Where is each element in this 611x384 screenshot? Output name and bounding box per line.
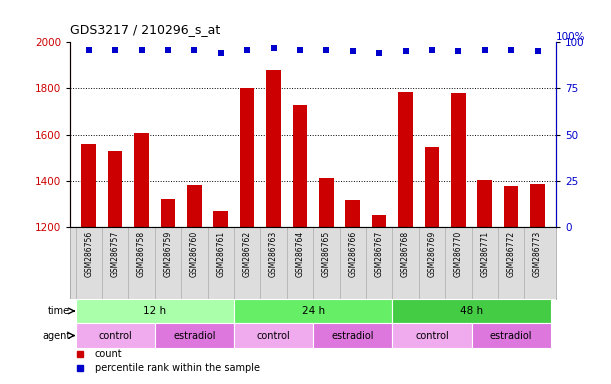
Text: GSM286765: GSM286765 [322,230,331,277]
Text: GSM286761: GSM286761 [216,230,225,276]
Text: GSM286762: GSM286762 [243,230,252,276]
Bar [345,200,360,227]
Bar [266,70,281,227]
Text: agent: agent [42,331,70,341]
Point [453,48,463,55]
Bar [477,180,492,227]
Text: GSM286768: GSM286768 [401,230,410,276]
Text: GSM286766: GSM286766 [348,230,357,277]
Text: GSM286757: GSM286757 [111,230,120,277]
Point [163,46,173,53]
Point [321,46,331,53]
Point [84,46,93,53]
Text: 100%: 100% [556,32,585,42]
Text: 48 h: 48 h [460,306,483,316]
Bar [293,104,307,227]
Point [269,45,279,51]
Text: GSM286763: GSM286763 [269,230,278,277]
Text: GSM286764: GSM286764 [296,230,304,277]
Bar [76,323,155,348]
Point [375,50,384,56]
Point [295,46,305,53]
Bar [234,299,392,323]
Bar [76,299,234,323]
Text: control: control [257,331,290,341]
Text: percentile rank within the sample: percentile rank within the sample [95,362,260,372]
Bar [451,93,466,227]
Text: GSM286760: GSM286760 [190,230,199,277]
Bar [372,215,386,227]
Bar [472,323,551,348]
Bar [81,144,96,227]
Bar [313,323,392,348]
Text: control: control [415,331,449,341]
Point [348,48,357,55]
Text: 24 h: 24 h [302,306,324,316]
Bar [398,92,413,227]
Bar [134,133,149,227]
Text: GSM286756: GSM286756 [84,230,93,277]
Bar [240,88,254,227]
Bar [161,199,175,227]
Point [216,50,225,56]
Point [242,46,252,53]
Bar [392,323,472,348]
Point [110,46,120,53]
Bar [213,211,228,227]
Text: GSM286770: GSM286770 [454,230,463,277]
Text: GDS3217 / 210296_s_at: GDS3217 / 210296_s_at [70,23,221,36]
Point [507,46,516,53]
Bar [530,184,545,227]
Point [137,46,147,53]
Bar [504,187,518,227]
Text: GSM286771: GSM286771 [480,230,489,276]
Bar [187,185,202,227]
Text: GSM286769: GSM286769 [428,230,436,277]
Point [533,48,543,55]
Bar [234,323,313,348]
Point [189,46,199,53]
Text: count: count [95,349,122,359]
Bar [155,323,234,348]
Text: GSM286773: GSM286773 [533,230,542,277]
Text: control: control [98,331,132,341]
Text: 12 h: 12 h [143,306,166,316]
Text: GSM286758: GSM286758 [137,230,146,276]
Bar [319,179,334,227]
Text: GSM286772: GSM286772 [507,230,516,276]
Text: estradiol: estradiol [490,331,532,341]
Text: time: time [48,306,70,316]
Point [427,46,437,53]
Text: GSM286767: GSM286767 [375,230,384,277]
Text: GSM286759: GSM286759 [163,230,172,277]
Bar [392,299,551,323]
Text: estradiol: estradiol [332,331,374,341]
Bar [108,151,122,227]
Bar [425,147,439,227]
Point [401,48,411,55]
Text: estradiol: estradiol [173,331,216,341]
Point [480,46,489,53]
